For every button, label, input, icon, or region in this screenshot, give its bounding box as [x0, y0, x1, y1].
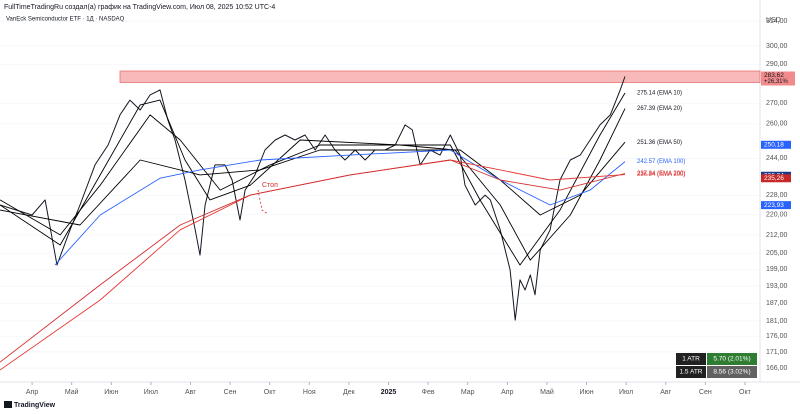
ma-label: 267.39 (EMA 20) — [637, 106, 682, 112]
x-tick-label: 2025 — [381, 389, 397, 396]
y-tick-label: 187,00 — [766, 300, 788, 307]
y-tick-label: 244,00 — [766, 155, 788, 162]
x-tick-label: Дек — [343, 389, 356, 396]
ma-label: 275.14 (EMA 10) — [637, 91, 682, 97]
ma-line — [0, 108, 626, 261]
logo-icon — [4, 401, 12, 408]
chart-title: VanEck Semiconductor ETF · 1Д · NASDAQ — [6, 17, 125, 23]
x-tick-label: Май — [540, 388, 554, 396]
atr-label: 1 ATR — [682, 356, 700, 363]
y-tick-label: 220,00 — [766, 212, 788, 219]
x-tick-label: Июн — [104, 389, 118, 396]
price-tag-change: +26,31% — [764, 79, 789, 85]
value-tag-label: 235,26 — [764, 175, 784, 182]
x-tick-label: Авг — [185, 389, 196, 396]
value-tag — [761, 174, 791, 183]
y-tick-label: 176,00 — [766, 333, 788, 340]
x-tick-label: Фев — [422, 389, 435, 396]
y-tick-label: 290,00 — [766, 61, 788, 68]
x-tick-label: Авг — [660, 389, 671, 396]
x-tick-label: Июл — [144, 389, 158, 396]
footer: TradingView — [14, 402, 56, 409]
price-tag — [761, 71, 795, 86]
atr-label-bg — [676, 366, 706, 378]
x-tick-label: Сен — [224, 389, 237, 396]
ma-label: 251.36 (EMA 50) — [637, 140, 682, 146]
atr-value: 5.70 (2.01%) — [713, 356, 750, 363]
value-tag-label: 223,93 — [764, 202, 784, 209]
atr-value-bg — [707, 353, 757, 365]
ma-label: 237.34 (EMA 200) — [637, 171, 685, 177]
y-tick-label: 212,00 — [766, 232, 788, 239]
value-tag-label: 250,18 — [764, 142, 784, 149]
value-tag — [761, 201, 791, 210]
x-tick-label: Июл — [619, 389, 633, 396]
y-tick-label: 181,00 — [766, 318, 788, 325]
y-tick-label: 193,00 — [766, 283, 788, 290]
ma-label: 236.84 (SMA 200) — [637, 172, 685, 178]
value-tag — [761, 140, 791, 149]
ma-line — [0, 141, 626, 226]
y-tick-label: 171,00 — [766, 349, 788, 356]
y-tick-label: 300,00 — [766, 43, 788, 50]
resistance-zone — [119, 70, 761, 83]
x-tick-label: Окт — [264, 389, 277, 396]
x-tick-label: Ноя — [303, 389, 316, 396]
header: FullTimeTradingRu создал(а) график на Tr… — [4, 4, 275, 11]
x-tick-label: Апр — [501, 389, 513, 396]
y-tick-label: 260,00 — [766, 121, 788, 128]
x-tick-label: Май — [65, 388, 79, 396]
ma-label: 242.57 (EMA 100) — [637, 159, 685, 165]
x-tick-label: Сен — [699, 389, 712, 396]
y-tick-label: 205,00 — [766, 250, 788, 257]
annotation: Стоп — [262, 182, 278, 189]
atr-label-bg — [676, 353, 706, 365]
y-tick-label: 314,00 — [766, 18, 788, 25]
y-tick-label: 270,00 — [766, 100, 788, 107]
x-tick-label: Мар — [461, 389, 475, 396]
ma-line — [0, 159, 626, 363]
y-tick-label: 199,00 — [766, 266, 788, 273]
atr-label: 1.5 ATR — [679, 369, 702, 376]
atr-value: 8.56 (3.02%) — [713, 369, 750, 376]
atr-value-bg — [707, 366, 757, 378]
x-tick-label: Июн — [579, 389, 593, 396]
annotation-arrow — [257, 189, 269, 215]
price-line — [0, 76, 626, 321]
ma-line — [54, 149, 626, 266]
x-tick-label: Окт — [739, 389, 752, 396]
y-tick-label: 228,00 — [766, 192, 788, 199]
x-tick-label: Апр — [26, 389, 38, 396]
currency: USD — [766, 17, 781, 24]
price-tag-label: 283,62 — [764, 72, 784, 79]
y-tick-label: 166,00 — [766, 365, 788, 372]
